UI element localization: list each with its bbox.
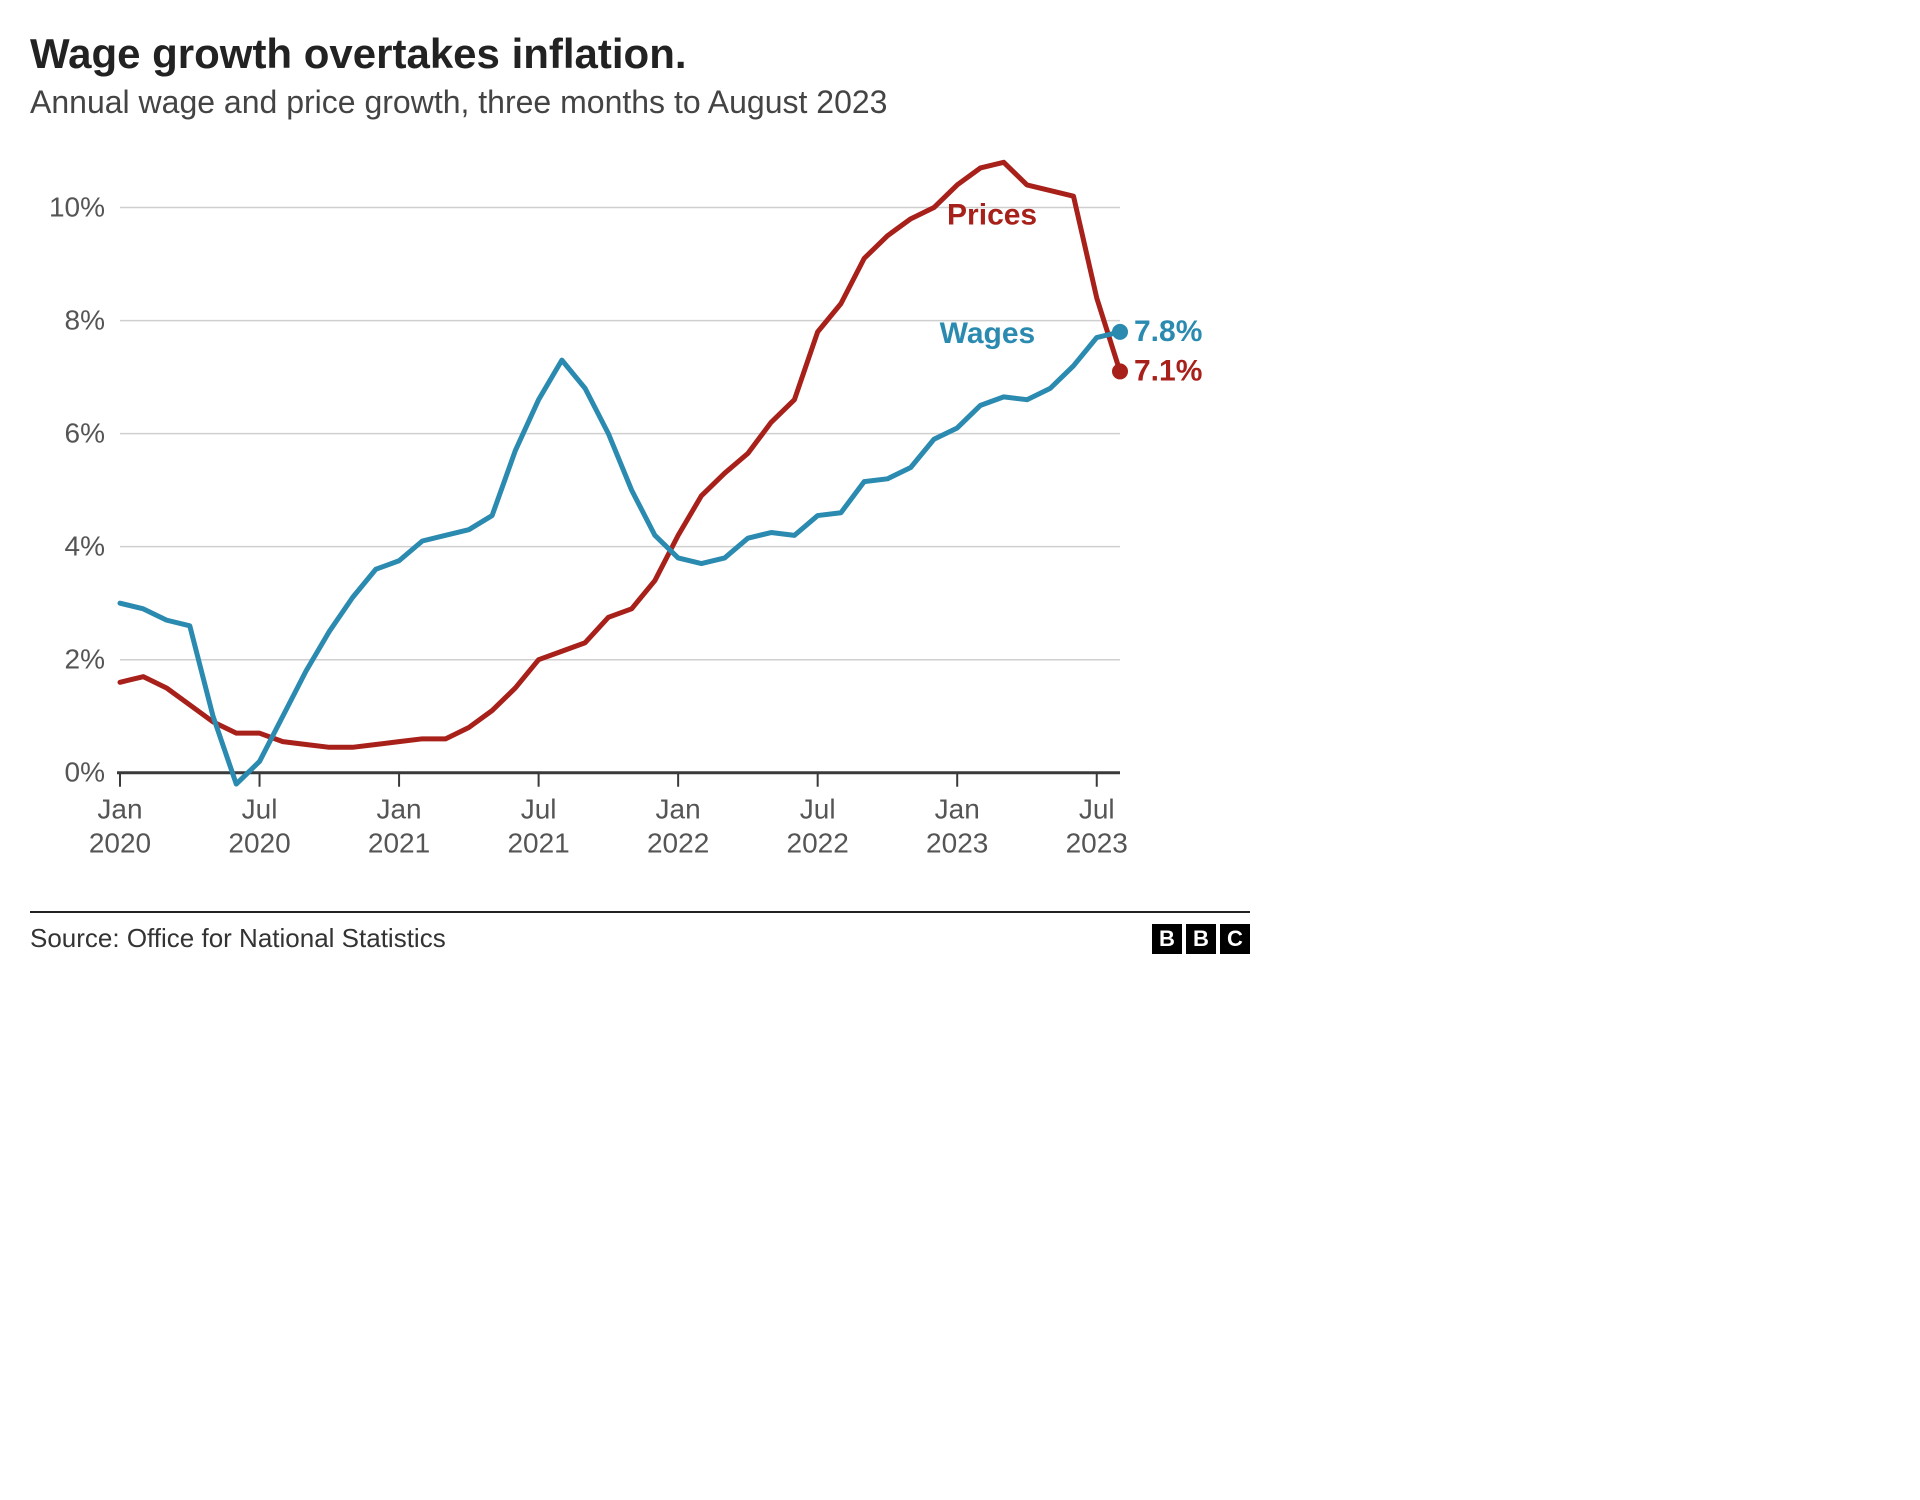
svg-text:8%: 8% — [65, 305, 105, 336]
svg-text:2021: 2021 — [368, 828, 430, 859]
svg-text:7.1%: 7.1% — [1134, 354, 1202, 387]
bbc-logo-box: B — [1152, 924, 1182, 954]
svg-text:Jul: Jul — [521, 794, 557, 825]
line-chart-svg: 0%2%4%6%8%10%Jan2020Jul2020Jan2021Jul202… — [30, 141, 1250, 901]
bbc-logo: B B C — [1152, 924, 1250, 954]
svg-text:Jan: Jan — [656, 794, 701, 825]
bbc-logo-box: B — [1186, 924, 1216, 954]
svg-text:Jan: Jan — [376, 794, 421, 825]
svg-text:10%: 10% — [49, 192, 105, 223]
svg-text:2022: 2022 — [787, 828, 849, 859]
svg-text:2023: 2023 — [926, 828, 988, 859]
svg-text:Jul: Jul — [242, 794, 278, 825]
svg-text:2020: 2020 — [228, 828, 290, 859]
svg-text:6%: 6% — [65, 418, 105, 449]
svg-text:Jul: Jul — [1079, 794, 1115, 825]
svg-text:Jul: Jul — [800, 794, 836, 825]
svg-text:2%: 2% — [65, 644, 105, 675]
chart-footer: Source: Office for National Statistics B… — [30, 911, 1250, 954]
source-text: Source: Office for National Statistics — [30, 923, 446, 954]
svg-text:4%: 4% — [65, 531, 105, 562]
svg-text:2021: 2021 — [507, 828, 569, 859]
svg-text:Prices: Prices — [947, 198, 1037, 231]
svg-text:2020: 2020 — [89, 828, 151, 859]
svg-text:0%: 0% — [65, 757, 105, 788]
chart-area: 0%2%4%6%8%10%Jan2020Jul2020Jan2021Jul202… — [30, 141, 1250, 901]
chart-title: Wage growth overtakes inflation. — [30, 30, 1250, 78]
svg-text:Jan: Jan — [935, 794, 980, 825]
svg-text:Wages: Wages — [940, 317, 1036, 350]
bbc-logo-box: C — [1220, 924, 1250, 954]
svg-text:Jan: Jan — [97, 794, 142, 825]
chart-subtitle: Annual wage and price growth, three mont… — [30, 84, 1250, 121]
svg-text:7.8%: 7.8% — [1134, 315, 1202, 348]
svg-text:2023: 2023 — [1066, 828, 1128, 859]
chart-container: Wage growth overtakes inflation. Annual … — [0, 0, 1280, 1000]
svg-text:2022: 2022 — [647, 828, 709, 859]
